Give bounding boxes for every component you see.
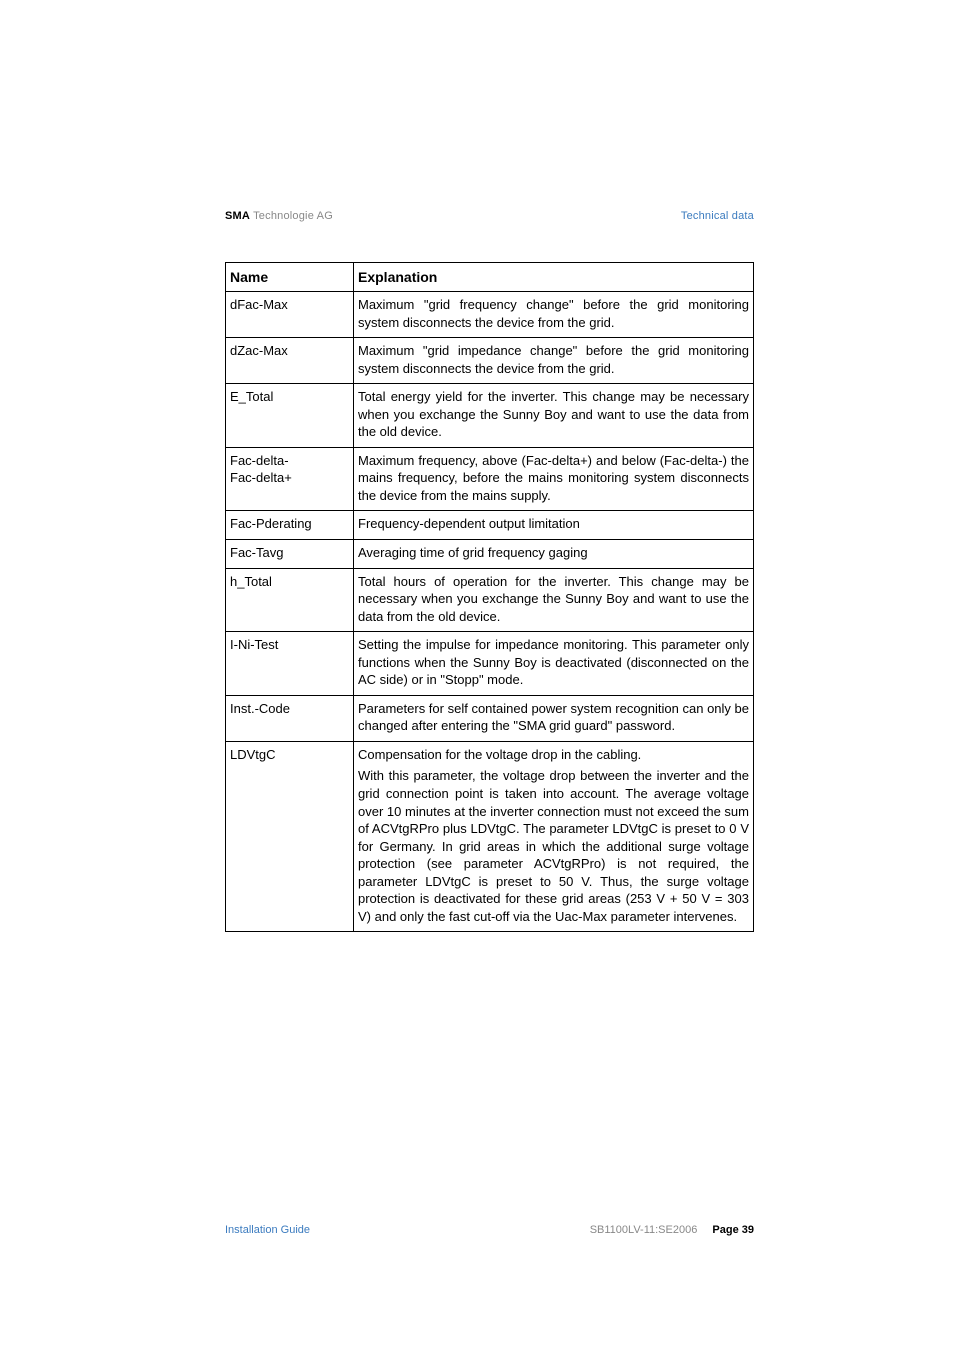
explanation-paragraph: Parameters for self contained power syst… <box>358 700 749 735</box>
param-name: LDVtgC <box>226 741 354 931</box>
param-explanation: Maximum "grid frequency change" before t… <box>354 292 754 338</box>
col-header-name: Name <box>226 263 354 292</box>
table-row: I-Ni-TestSetting the impulse for impedan… <box>226 632 754 696</box>
table-row: h_TotalTotal hours of operation for the … <box>226 568 754 632</box>
explanation-paragraph: Maximum frequency, above (Fac-delta+) an… <box>358 452 749 505</box>
explanation-paragraph: Total hours of operation for the inverte… <box>358 573 749 626</box>
param-explanation: Maximum "grid impedance change" before t… <box>354 338 754 384</box>
page-footer: Installation Guide SB1100LV-11:SE2006 Pa… <box>225 1224 754 1236</box>
param-explanation: Total energy yield for the inverter. Thi… <box>354 384 754 448</box>
explanation-paragraph: Averaging time of grid frequency gaging <box>358 544 749 562</box>
footer-right: SB1100LV-11:SE2006 Page 39 <box>590 1224 754 1236</box>
table-row: Fac-PderatingFrequency-dependent output … <box>226 511 754 540</box>
header-brand: SMA Technologie AG <box>225 210 333 222</box>
param-explanation: Total hours of operation for the inverte… <box>354 568 754 632</box>
param-name: Inst.-Code <box>226 695 354 741</box>
footer-page-number: Page 39 <box>712 1224 754 1236</box>
param-explanation: Maximum frequency, above (Fac-delta+) an… <box>354 447 754 511</box>
param-name: dFac-Max <box>226 292 354 338</box>
explanation-paragraph: Compensation for the voltage drop in the… <box>358 746 749 764</box>
table-header-row: Name Explanation <box>226 263 754 292</box>
brand-bold: SMA <box>225 210 250 222</box>
table-row: E_TotalTotal energy yield for the invert… <box>226 384 754 448</box>
param-explanation: Parameters for self contained power syst… <box>354 695 754 741</box>
param-explanation: Averaging time of grid frequency gaging <box>354 540 754 569</box>
parameters-table: Name Explanation dFac-MaxMaximum "grid f… <box>225 262 754 932</box>
explanation-paragraph: Maximum "grid frequency change" before t… <box>358 296 749 331</box>
explanation-paragraph: Total energy yield for the inverter. Thi… <box>358 388 749 441</box>
param-name: h_Total <box>226 568 354 632</box>
col-header-explanation: Explanation <box>354 263 754 292</box>
explanation-paragraph: With this parameter, the voltage drop be… <box>358 767 749 925</box>
table-row: dZac-MaxMaximum "grid impedance change" … <box>226 338 754 384</box>
explanation-paragraph: Frequency-dependent output limitation <box>358 515 749 533</box>
header-section: Technical data <box>681 210 754 222</box>
table-row: Inst.-CodeParameters for self contained … <box>226 695 754 741</box>
param-explanation: Frequency-dependent output limitation <box>354 511 754 540</box>
param-name: I-Ni-Test <box>226 632 354 696</box>
footer-left: Installation Guide <box>225 1224 310 1236</box>
footer-doc-id: SB1100LV-11:SE2006 <box>590 1224 698 1236</box>
param-name: Fac-delta-Fac-delta+ <box>226 447 354 511</box>
param-explanation: Compensation for the voltage drop in the… <box>354 741 754 931</box>
param-explanation: Setting the impulse for impedance monito… <box>354 632 754 696</box>
table-row: Fac-TavgAveraging time of grid frequency… <box>226 540 754 569</box>
param-name: Fac-Tavg <box>226 540 354 569</box>
explanation-paragraph: Maximum "grid impedance change" before t… <box>358 342 749 377</box>
param-name: Fac-Pderating <box>226 511 354 540</box>
table-row: Fac-delta-Fac-delta+Maximum frequency, a… <box>226 447 754 511</box>
table-row: dFac-MaxMaximum "grid frequency change" … <box>226 292 754 338</box>
param-name: E_Total <box>226 384 354 448</box>
param-name: dZac-Max <box>226 338 354 384</box>
table-row: LDVtgCCompensation for the voltage drop … <box>226 741 754 931</box>
brand-light: Technologie AG <box>250 210 333 222</box>
explanation-paragraph: Setting the impulse for impedance monito… <box>358 636 749 689</box>
page-header: SMA Technologie AG Technical data <box>225 210 754 222</box>
